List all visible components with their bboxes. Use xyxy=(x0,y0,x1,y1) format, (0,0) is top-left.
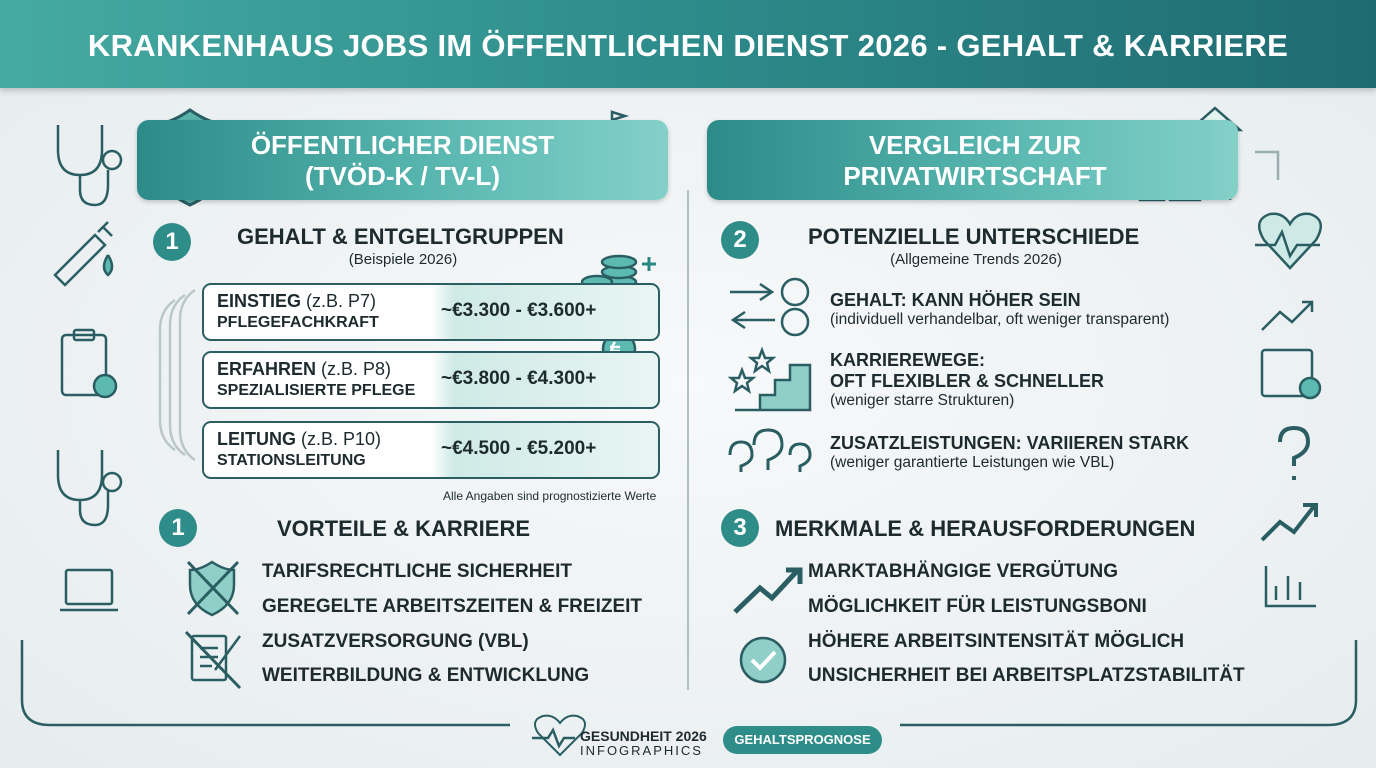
item-heading: ZUSATZLEISTUNGEN: VARIIEREN STARK xyxy=(830,433,1189,453)
banner-line: PRIVATWIRTSCHAFT xyxy=(843,161,1107,191)
salary-row xyxy=(202,283,660,341)
salary-row xyxy=(202,351,660,409)
difference-item: GEHALT: KANN HÖHER SEIN (individuell ver… xyxy=(830,290,1169,329)
header-bar xyxy=(0,0,1376,88)
footer-sub: INFOGRAPHICS xyxy=(580,743,703,758)
item-heading: OFT FLEXIBLER & SCHNELLER xyxy=(830,371,1104,391)
row-level: EINSTIEG (z.B. P7) xyxy=(217,291,376,312)
section-subtitle: (Allgemeine Trends 2026) xyxy=(890,251,1062,268)
item-heading: GEHALT: KANN HÖHER SEIN xyxy=(830,290,1081,310)
row-role: SPEZIALISIERTE PFLEGE xyxy=(217,382,416,399)
row-role: STATIONSLEITUNG xyxy=(217,452,366,469)
section-subtitle: (Beispiele 2026) xyxy=(348,251,458,268)
row-level: LEITUNG (z.B. P10) xyxy=(217,429,381,450)
benefit-item: TARIFSRECHTLICHE SICHERHEIT xyxy=(262,561,572,582)
row-range: ~€4.500 - €5.200+ xyxy=(441,438,597,459)
section-title: VORTEILE & KARRIERE xyxy=(277,516,531,541)
feature-item: HÖHERE ARBEITSINTENSITÄT MÖGLICH xyxy=(808,631,1185,652)
row-range: ~€3.300 - €3.600+ xyxy=(441,300,597,321)
feature-item: UNSICHERHEIT BEI ARBEITSPLATZSTABILITÄT xyxy=(808,665,1245,686)
pay-group: (z.B. P7) xyxy=(306,291,377,311)
salary-row xyxy=(202,421,660,479)
benefit-item: WEITERBILDUNG & ENTWICKLUNG xyxy=(262,665,590,686)
banner-line: VERGLEICH ZUR xyxy=(868,130,1082,160)
row-level: ERFAHREN (z.B. P8) xyxy=(217,359,391,380)
footer-brand: GESUNDHEIT 2026 xyxy=(580,728,707,744)
item-heading: KARRIEREWEGE: xyxy=(830,350,986,370)
pay-group: (z.B. P10) xyxy=(301,429,382,449)
section-number: 1 xyxy=(159,509,197,547)
item-detail: (weniger starre Strukturen) xyxy=(830,392,1015,409)
feature-item: MARKTABHÄNGIGE VERGÜTUNG xyxy=(808,561,1118,582)
pay-group: (z.B. P8) xyxy=(321,359,392,379)
page-title: KRANKENHAUS JOBS IM ÖFFENTLICHEN DIENST … xyxy=(87,28,1289,63)
section-number: 3 xyxy=(721,509,759,547)
section-title: GEHALT & ENTGELTGRUPPEN xyxy=(237,224,564,249)
right-banner-text: VERGLEICH ZUR PRIVATWIRTSCHAFT xyxy=(800,130,1150,192)
section-title: POTENZIELLE UNTERSCHIEDE xyxy=(808,224,1140,249)
difference-item: KARRIEREWEGE: OFT FLEXIBLER & SCHNELLER … xyxy=(830,350,1104,410)
left-banner xyxy=(137,120,668,200)
section-number: 1 xyxy=(153,223,191,261)
note: Alle Angaben sind prognostizierte Werte xyxy=(443,489,657,503)
row-role: PFLEGEFACHKRAFT xyxy=(217,314,379,331)
feature-item: MÖGLICHKEIT FÜR LEISTUNGSBONI xyxy=(808,596,1147,617)
benefit-item: GEREGELTE ARBEITSZEITEN & FREIZEIT xyxy=(262,596,643,617)
difference-item: ZUSATZLEISTUNGEN: VARIIEREN STARK (wenig… xyxy=(830,433,1189,472)
level: LEITUNG xyxy=(217,429,296,449)
section-number: 2 xyxy=(721,221,759,259)
section-title: MERKMALE & HERAUSFORDERUNGEN xyxy=(775,516,1196,541)
row-range: ~€3.800 - €4.300+ xyxy=(441,368,597,389)
left-banner-text: ÖFFENTLICHER DIENST (TVÖD-K / TV-L) xyxy=(137,130,668,192)
benefit-item: ZUSATZVERSORGUNG (VBL) xyxy=(262,631,529,652)
item-detail: (weniger garantierte Leistungen wie VBL) xyxy=(830,454,1115,471)
level: EINSTIEG xyxy=(217,291,302,311)
footer-badge: GEHALTSPROGNOSE xyxy=(723,726,882,754)
banner-line: ÖFFENTLICHER DIENST xyxy=(250,130,555,160)
right-banner xyxy=(707,120,1238,200)
item-detail: (individuell verhandelbar, oft weniger t… xyxy=(830,311,1170,328)
level: ERFAHREN xyxy=(217,359,317,379)
banner-line: (TVÖD-K / TV-L) xyxy=(305,161,500,191)
